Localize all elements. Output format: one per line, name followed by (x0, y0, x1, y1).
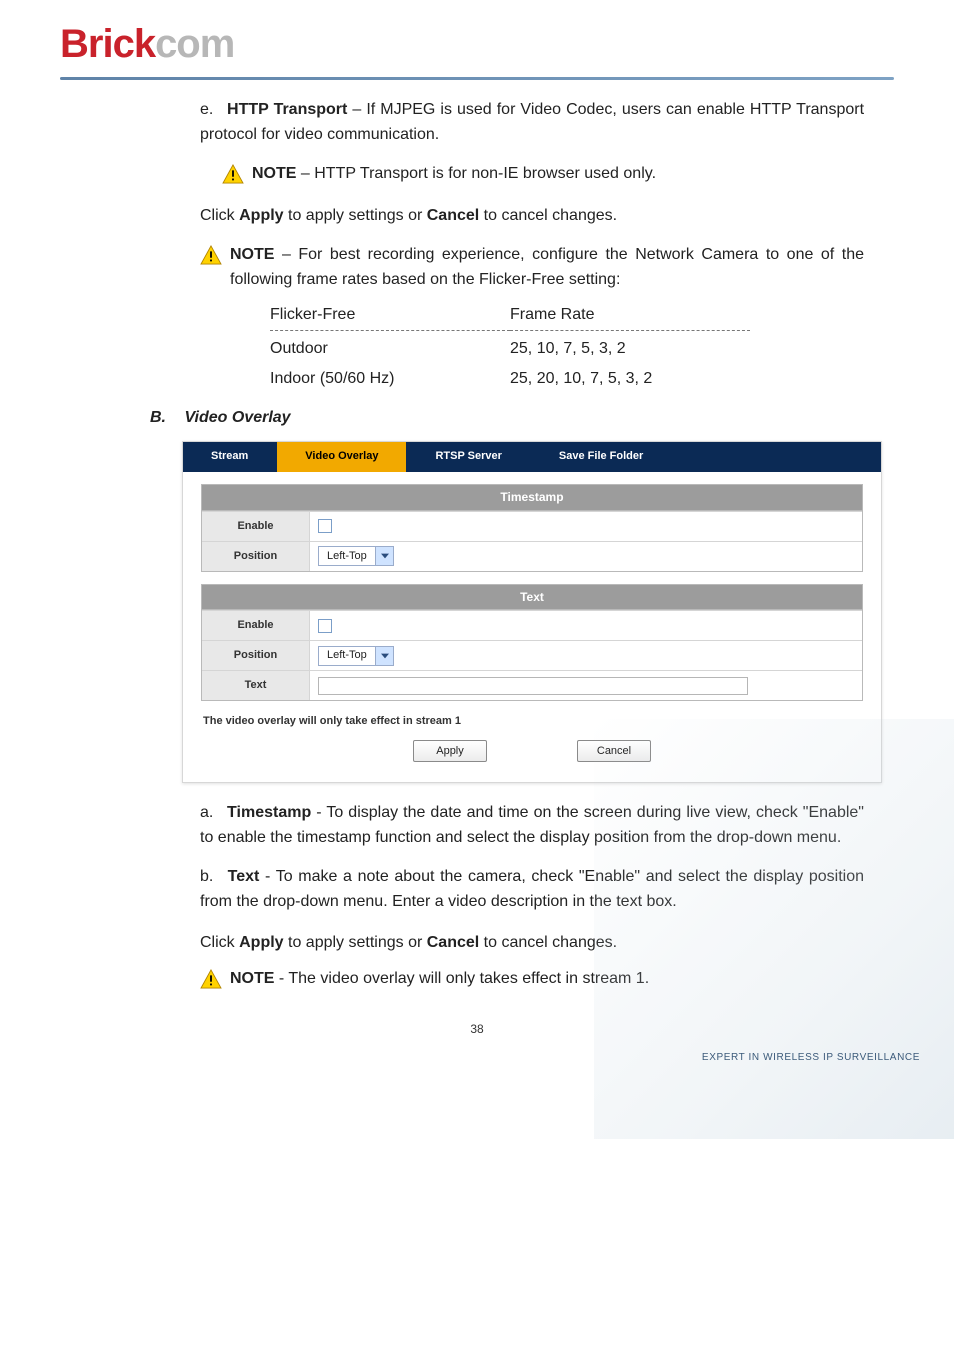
flicker-free-table: Flicker-Free Frame Rate Outdoor 25, 10, … (270, 303, 864, 392)
fld-txt-position: Left-Top (310, 641, 862, 670)
apply-pre: Click (200, 207, 239, 224)
apply-mid2: to apply settings or (284, 934, 427, 951)
select-ts-position[interactable]: Left-Top (318, 546, 394, 566)
ff-header-row: Flicker-Free Frame Rate (270, 303, 864, 331)
checkbox-ts-enable[interactable] (318, 519, 332, 533)
select-txt-position-value: Left-Top (319, 647, 375, 665)
apply-word2: Apply (239, 934, 283, 951)
apply-mid: to apply settings or (284, 207, 427, 224)
ff-h1: Flicker-Free (270, 303, 510, 331)
ui-footnote: The video overlay will only take effect … (203, 713, 863, 730)
ff-r1-c2: 25, 20, 10, 7, 5, 3, 2 (510, 367, 750, 392)
panel-timestamp: Timestamp Enable Position Left-Top (201, 484, 863, 572)
ff-row-1: Indoor (50/60 Hz) 25, 20, 10, 7, 5, 3, 2 (270, 367, 864, 392)
section-b-letter: B. (150, 409, 166, 426)
ff-r0-c2: 25, 10, 7, 5, 3, 2 (510, 337, 750, 362)
ff-r0-c1: Outdoor (270, 337, 510, 362)
text-input[interactable] (318, 677, 748, 695)
note-stream1: NOTE - The video overlay will only takes… (200, 967, 864, 992)
note-stream1-body: - The video overlay will only takes effe… (274, 970, 649, 987)
row-txt-text: Text (202, 670, 862, 700)
ui-tabbar: Stream Video Overlay RTSP Server Save Fi… (183, 442, 881, 472)
apply-word: Apply (239, 207, 283, 224)
note-http-transport: NOTE – HTTP Transport is for non-IE brow… (222, 162, 864, 187)
footer-tagline: EXPERT IN WIRELESS IP SURVEILLANCE (702, 1052, 920, 1063)
video-overlay-ui: Stream Video Overlay RTSP Server Save Fi… (182, 441, 882, 783)
panel-text-title: Text (202, 585, 862, 611)
ff-row-0: Outdoor 25, 10, 7, 5, 3, 2 (270, 337, 864, 362)
apply-post: to cancel changes. (479, 207, 617, 224)
ff-h2: Frame Rate (510, 303, 750, 331)
section-b-heading: B. Video Overlay (150, 406, 864, 431)
chevron-down-icon (375, 547, 393, 565)
note-label: NOTE (230, 246, 274, 263)
chevron-down-icon (375, 647, 393, 665)
lbl-txt-enable: Enable (202, 611, 310, 640)
warning-icon (200, 245, 222, 265)
note-label: NOTE (230, 970, 274, 987)
lbl-ts-position: Position (202, 542, 310, 571)
cancel-word2: Cancel (427, 934, 479, 951)
http-transport-title: HTTP Transport (227, 101, 347, 118)
list-letter-b: b. (200, 865, 222, 890)
warning-icon (222, 164, 244, 184)
tab-video-overlay[interactable]: Video Overlay (277, 442, 407, 472)
list-item-e: e. HTTP Transport – If MJPEG is used for… (200, 98, 864, 148)
panel-timestamp-title: Timestamp (202, 485, 862, 511)
brand-com: com (155, 22, 234, 67)
apply-cancel-line-1: Click Apply to apply settings or Cancel … (200, 204, 864, 229)
brand-header: Brickcom (0, 0, 954, 73)
note-best-recording: NOTE – For best recording experience, co… (200, 243, 864, 293)
apply-button[interactable]: Apply (413, 740, 487, 762)
tab-stream[interactable]: Stream (183, 442, 277, 472)
warning-icon (200, 969, 222, 989)
list-letter-a: a. (200, 801, 222, 826)
section-b-title: Video Overlay (184, 409, 290, 426)
note-http-body: – HTTP Transport is for non-IE browser u… (296, 165, 656, 182)
note-http-text: NOTE – HTTP Transport is for non-IE brow… (252, 162, 656, 187)
timestamp-title: Timestamp (227, 804, 311, 821)
apply-pre2: Click (200, 934, 239, 951)
apply-cancel-line-2: Click Apply to apply settings or Cancel … (200, 931, 864, 956)
ui-button-row: Apply Cancel (201, 740, 863, 762)
row-txt-enable: Enable (202, 610, 862, 640)
text-body: - To make a note about the camera, check… (200, 868, 864, 910)
list-item-b: b. Text - To make a note about the camer… (200, 865, 864, 915)
lbl-txt-position: Position (202, 641, 310, 670)
lbl-ts-enable: Enable (202, 512, 310, 541)
fld-txt-text (310, 671, 862, 700)
lbl-txt-text: Text (202, 671, 310, 700)
cancel-word: Cancel (427, 207, 479, 224)
checkbox-txt-enable[interactable] (318, 619, 332, 633)
list-letter-e: e. (200, 98, 222, 123)
note-best-body: – For best recording experience, configu… (230, 246, 864, 288)
ui-body: Timestamp Enable Position Left-Top (183, 472, 881, 782)
fld-txt-enable (310, 611, 862, 640)
page-number: 38 (90, 1020, 864, 1039)
note-best-text: NOTE – For best recording experience, co… (230, 243, 864, 293)
tab-save-file-folder[interactable]: Save File Folder (531, 442, 672, 472)
apply-post2: to cancel changes. (479, 934, 617, 951)
tab-spacer (672, 442, 881, 472)
note-label: NOTE (252, 165, 296, 182)
select-txt-position[interactable]: Left-Top (318, 646, 394, 666)
row-ts-enable: Enable (202, 511, 862, 541)
select-ts-position-value: Left-Top (319, 547, 375, 565)
cancel-button[interactable]: Cancel (577, 740, 651, 762)
brand-logo: Brickcom (60, 22, 234, 67)
text-title: Text (228, 868, 260, 885)
brand-brick: Brick (60, 22, 155, 67)
row-txt-position: Position Left-Top (202, 640, 862, 670)
fld-ts-enable (310, 512, 862, 541)
note-stream1-text: NOTE - The video overlay will only takes… (230, 967, 649, 992)
panel-text: Text Enable Position Left-Top (201, 584, 863, 702)
document-body: e. HTTP Transport – If MJPEG is used for… (0, 80, 954, 1079)
fld-ts-position: Left-Top (310, 542, 862, 571)
row-ts-position: Position Left-Top (202, 541, 862, 571)
tab-rtsp-server[interactable]: RTSP Server (407, 442, 530, 472)
list-item-a: a. Timestamp - To display the date and t… (200, 801, 864, 851)
ff-r1-c1: Indoor (50/60 Hz) (270, 367, 510, 392)
